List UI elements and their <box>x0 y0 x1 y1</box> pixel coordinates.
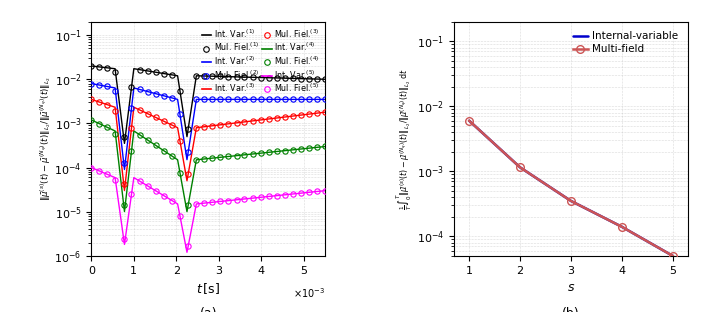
X-axis label: $s$: $s$ <box>567 281 575 294</box>
Y-axis label: $\frac{1}{T}\int_0^T \|\bar{\mu}^{(s)}(t) - \bar{\mu}^{(N_q)}(t)\|_{L_2} / \|\ba: $\frac{1}{T}\int_0^T \|\bar{\mu}^{(s)}(t… <box>395 68 414 210</box>
Internal-variable <box>618 225 626 229</box>
Multi-field <box>567 199 575 203</box>
Legend: Int. Var.$^{(1)}$, Mul. Fiel.$^{(1)}$, Int. Var.$^{(2)}$, Mul. Fiel.$^{(2)}$, In: Int. Var.$^{(1)}$, Mul. Fiel.$^{(1)}$, I… <box>200 26 322 96</box>
Legend: Internal-variable, Multi-field: Internal-variable, Multi-field <box>569 27 683 59</box>
Multi-field <box>668 254 677 258</box>
X-axis label: $t\,[\mathrm{s}]$: $t\,[\mathrm{s}]$ <box>196 281 220 296</box>
Y-axis label: $\|\bar{\mu}^{(s)}(t) - \bar{\mu}^{(N_q)}(t)\|_{L_2} / \|\bar{\mu}^{(N_q)}(t)\|_: $\|\bar{\mu}^{(s)}(t) - \bar{\mu}^{(N_q)… <box>38 76 53 201</box>
Internal-variable <box>567 199 575 203</box>
Multi-field <box>465 119 473 123</box>
Line: Internal-variable: Internal-variable <box>469 121 673 256</box>
Text: (b): (b) <box>562 307 580 312</box>
Internal-variable <box>516 165 524 169</box>
Internal-variable <box>668 254 677 258</box>
Multi-field <box>516 165 524 169</box>
Multi-field <box>618 225 626 229</box>
Line: Multi-field: Multi-field <box>465 117 677 260</box>
Internal-variable <box>465 119 473 123</box>
Text: (a): (a) <box>199 307 217 312</box>
Text: $\times10^{-3}$: $\times10^{-3}$ <box>293 286 325 300</box>
